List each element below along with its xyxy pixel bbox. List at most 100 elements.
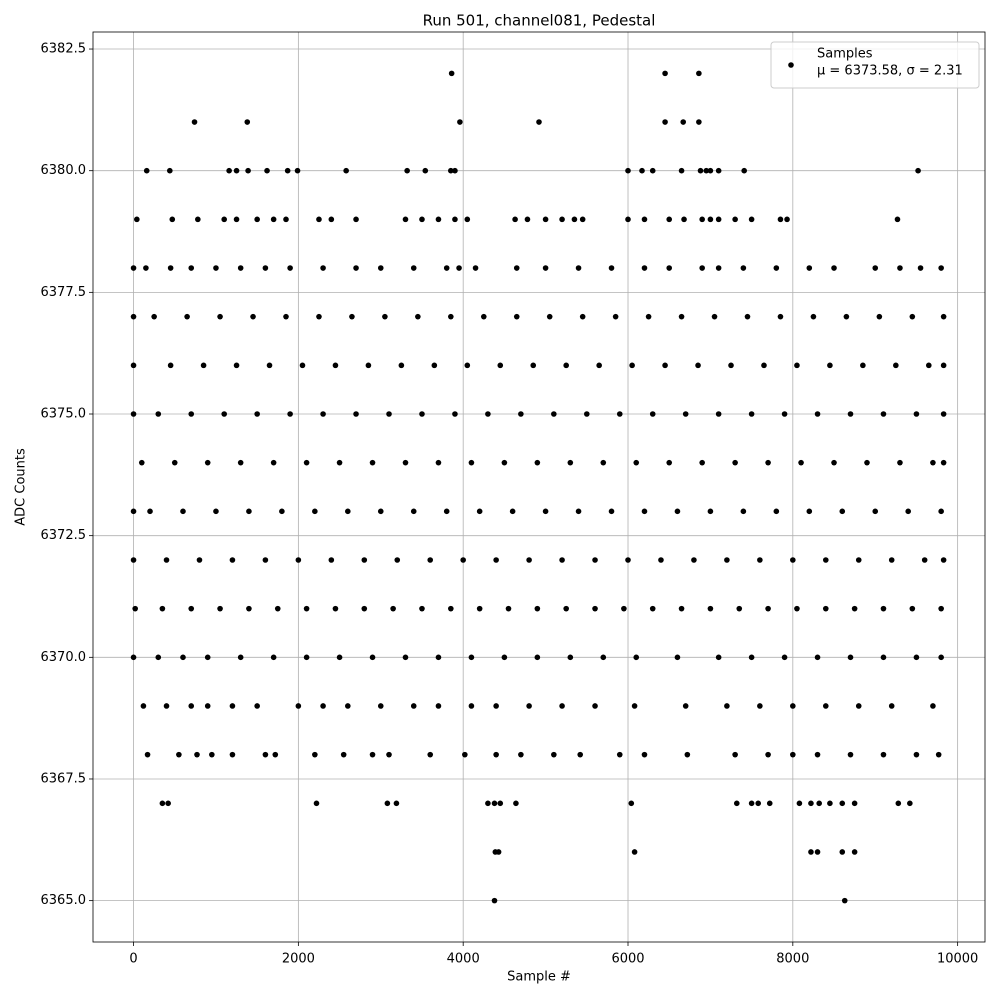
x-tick-label: 2000 <box>282 952 315 967</box>
data-point <box>264 167 270 174</box>
data-point <box>575 508 582 515</box>
data-point <box>641 216 648 223</box>
data-point <box>855 557 862 563</box>
data-point <box>404 167 410 174</box>
data-point <box>493 751 499 758</box>
data-point <box>345 703 351 709</box>
data-point <box>237 459 244 466</box>
data-point <box>349 313 355 320</box>
data-point <box>313 800 320 807</box>
data-point <box>266 362 273 369</box>
data-point <box>299 362 306 369</box>
data-point <box>262 751 269 758</box>
data-point <box>320 265 326 271</box>
data-point <box>563 362 569 369</box>
data-point <box>559 703 565 709</box>
data-point <box>741 167 747 174</box>
data-point <box>336 459 343 466</box>
data-point <box>616 411 623 417</box>
data-point <box>680 119 687 125</box>
y-tick-label: 6380.0 <box>41 163 87 178</box>
data-point <box>940 362 947 369</box>
x-tick-label: 10000 <box>937 952 978 967</box>
data-point <box>184 313 190 320</box>
data-point <box>864 459 870 466</box>
data-point <box>384 800 391 807</box>
data-point <box>542 216 549 223</box>
data-point <box>551 411 557 417</box>
points <box>130 70 947 904</box>
data-point <box>696 119 702 125</box>
data-point <box>816 800 822 807</box>
data-point <box>608 508 615 515</box>
data-point <box>740 508 747 515</box>
data-point <box>773 265 780 271</box>
data-point <box>495 849 502 855</box>
data-point <box>143 265 149 271</box>
data-point <box>940 313 947 320</box>
data-point <box>810 313 817 320</box>
data-point <box>497 800 504 807</box>
data-point <box>340 751 347 758</box>
data-point <box>625 167 631 174</box>
data-point <box>872 265 879 271</box>
data-point <box>827 362 833 369</box>
data-point <box>625 216 631 223</box>
data-point <box>773 508 780 515</box>
data-point <box>130 411 137 417</box>
data-point <box>254 216 260 223</box>
data-point <box>851 605 858 612</box>
data-point <box>880 751 887 758</box>
data-point <box>343 167 349 174</box>
data-point <box>332 362 339 369</box>
data-point <box>200 362 207 369</box>
data-point <box>518 411 524 417</box>
data-point <box>468 703 475 709</box>
data-point <box>897 459 903 466</box>
x-tick-label: 6000 <box>611 952 644 967</box>
data-point <box>369 751 376 758</box>
data-point <box>748 411 755 417</box>
data-point <box>294 167 301 174</box>
data-point <box>592 605 598 612</box>
data-point <box>270 459 277 466</box>
data-point <box>155 411 162 417</box>
data-point <box>534 654 541 661</box>
data-point <box>814 411 821 417</box>
data-point <box>766 800 773 807</box>
data-point <box>860 362 866 369</box>
data-point <box>270 216 277 223</box>
data-point <box>204 703 211 709</box>
data-point <box>724 557 730 563</box>
data-point <box>551 751 557 758</box>
data-point <box>831 459 837 466</box>
data-point <box>794 362 800 369</box>
data-point <box>272 751 279 758</box>
data-point <box>536 119 542 125</box>
data-point <box>748 654 755 661</box>
data-point <box>287 265 293 271</box>
data-point <box>431 362 438 369</box>
data-point <box>462 751 468 758</box>
data-point <box>691 557 697 563</box>
data-point <box>592 557 598 563</box>
data-point <box>448 70 455 77</box>
data-point <box>822 557 829 563</box>
data-point <box>377 703 384 709</box>
data-point <box>583 411 590 417</box>
data-point <box>320 411 326 417</box>
data-point <box>328 216 335 223</box>
data-point <box>707 508 714 515</box>
data-point <box>167 265 174 271</box>
legend-label: Samples <box>817 47 873 62</box>
data-point <box>744 313 751 320</box>
data-point <box>757 557 763 563</box>
data-point <box>493 557 499 563</box>
data-point <box>530 362 537 369</box>
data-point <box>518 751 524 758</box>
data-point <box>674 654 681 661</box>
data-point <box>191 119 198 125</box>
data-point <box>699 216 705 223</box>
data-point <box>938 508 944 515</box>
data-point <box>509 508 516 515</box>
